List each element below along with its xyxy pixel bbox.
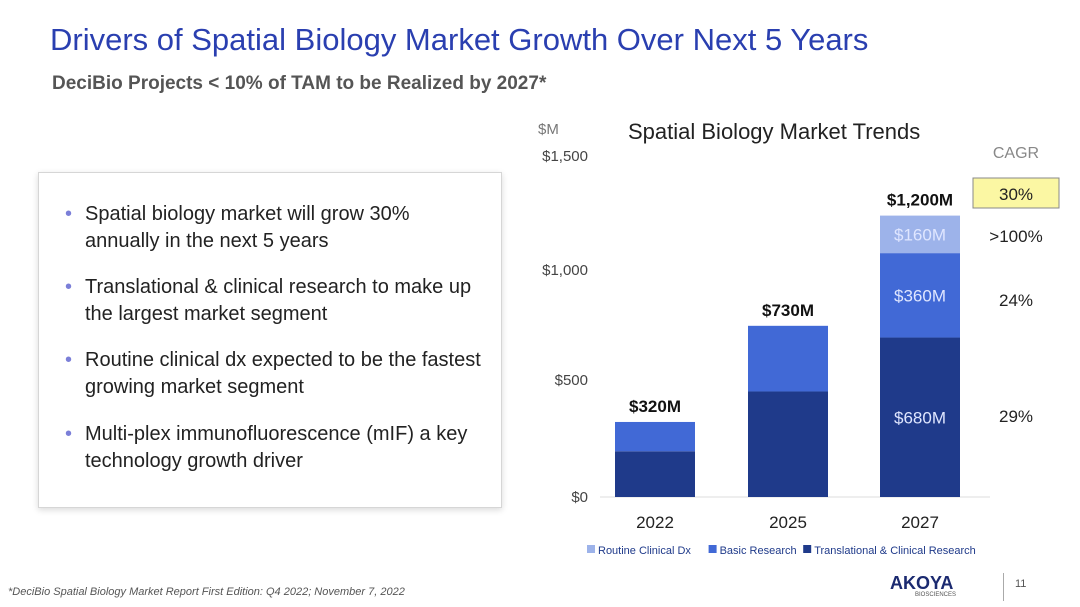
x-tick-label: 2025 <box>769 513 807 532</box>
x-tick-label: 2027 <box>901 513 939 532</box>
cagr-total: 30% <box>999 185 1033 204</box>
bar-segment-2025-translational-clinical-research <box>748 391 828 497</box>
total-label: $730M <box>762 301 814 320</box>
cagr-value: >100% <box>989 227 1042 246</box>
bar-segment-2022-translational-clinical-research <box>615 451 695 497</box>
y-axis-label: $M <box>538 121 559 138</box>
slide-title: Drivers of Spatial Biology Market Growth… <box>50 22 869 57</box>
y-tick-label: $500 <box>555 372 588 389</box>
cagr-header: CAGR <box>993 145 1039 162</box>
legend-swatch <box>587 545 595 553</box>
slide-subtitle: DeciBio Projects < 10% of TAM to be Real… <box>52 73 547 94</box>
y-tick-label: $0 <box>571 489 588 506</box>
bar-segment-2025-basic-research <box>748 325 828 392</box>
bar-segment-2027-routine-clinical-dx <box>880 215 960 254</box>
legend-swatch <box>708 545 717 553</box>
cagr-value: 24% <box>999 291 1033 310</box>
y-tick-label: $1,000 <box>542 262 588 279</box>
cagr-total-box <box>972 177 1060 209</box>
divider <box>1003 573 1004 601</box>
segment-label: $680M <box>894 408 946 427</box>
akoya-logo: AKOYA <box>890 573 954 593</box>
chart-title: Spatial Biology Market Trends <box>628 119 920 144</box>
bullet-3: Routine clinical dx expected to be the f… <box>65 347 485 401</box>
legend-label: Routine Clinical Dx <box>598 545 691 557</box>
total-label: $320M <box>629 397 681 416</box>
akoya-logo-sub: BIOSCIENCES <box>915 592 957 598</box>
bullet-2: Translational & clinical research to mak… <box>65 274 485 328</box>
bullet-1: Spatial biology market will grow 30% ann… <box>65 201 485 255</box>
legend-label: Basic Research <box>720 545 797 557</box>
legend-swatch <box>803 545 812 553</box>
cagr-value: 29% <box>999 407 1033 426</box>
bar-segment-2027-translational-clinical-research <box>880 337 960 497</box>
bar-segment-2027-basic-research <box>880 253 960 338</box>
legend-label: Translational & Clinical Research <box>814 545 976 557</box>
x-tick-label: 2022 <box>636 513 674 532</box>
segment-label: $160M <box>894 225 946 244</box>
page-number: 11 <box>1015 578 1027 590</box>
bullet-box: Spatial biology market will grow 30% ann… <box>38 172 502 508</box>
bar-segment-2022-basic-research <box>615 421 695 452</box>
segment-label: $360M <box>894 286 946 305</box>
bullet-4: Multi-plex immunofluorescence (mIF) a ke… <box>65 421 485 475</box>
footnote: *DeciBio Spatial Biology Market Report F… <box>8 586 405 598</box>
y-tick-label: $1,500 <box>542 148 588 165</box>
total-label: $1,200M <box>887 191 953 210</box>
